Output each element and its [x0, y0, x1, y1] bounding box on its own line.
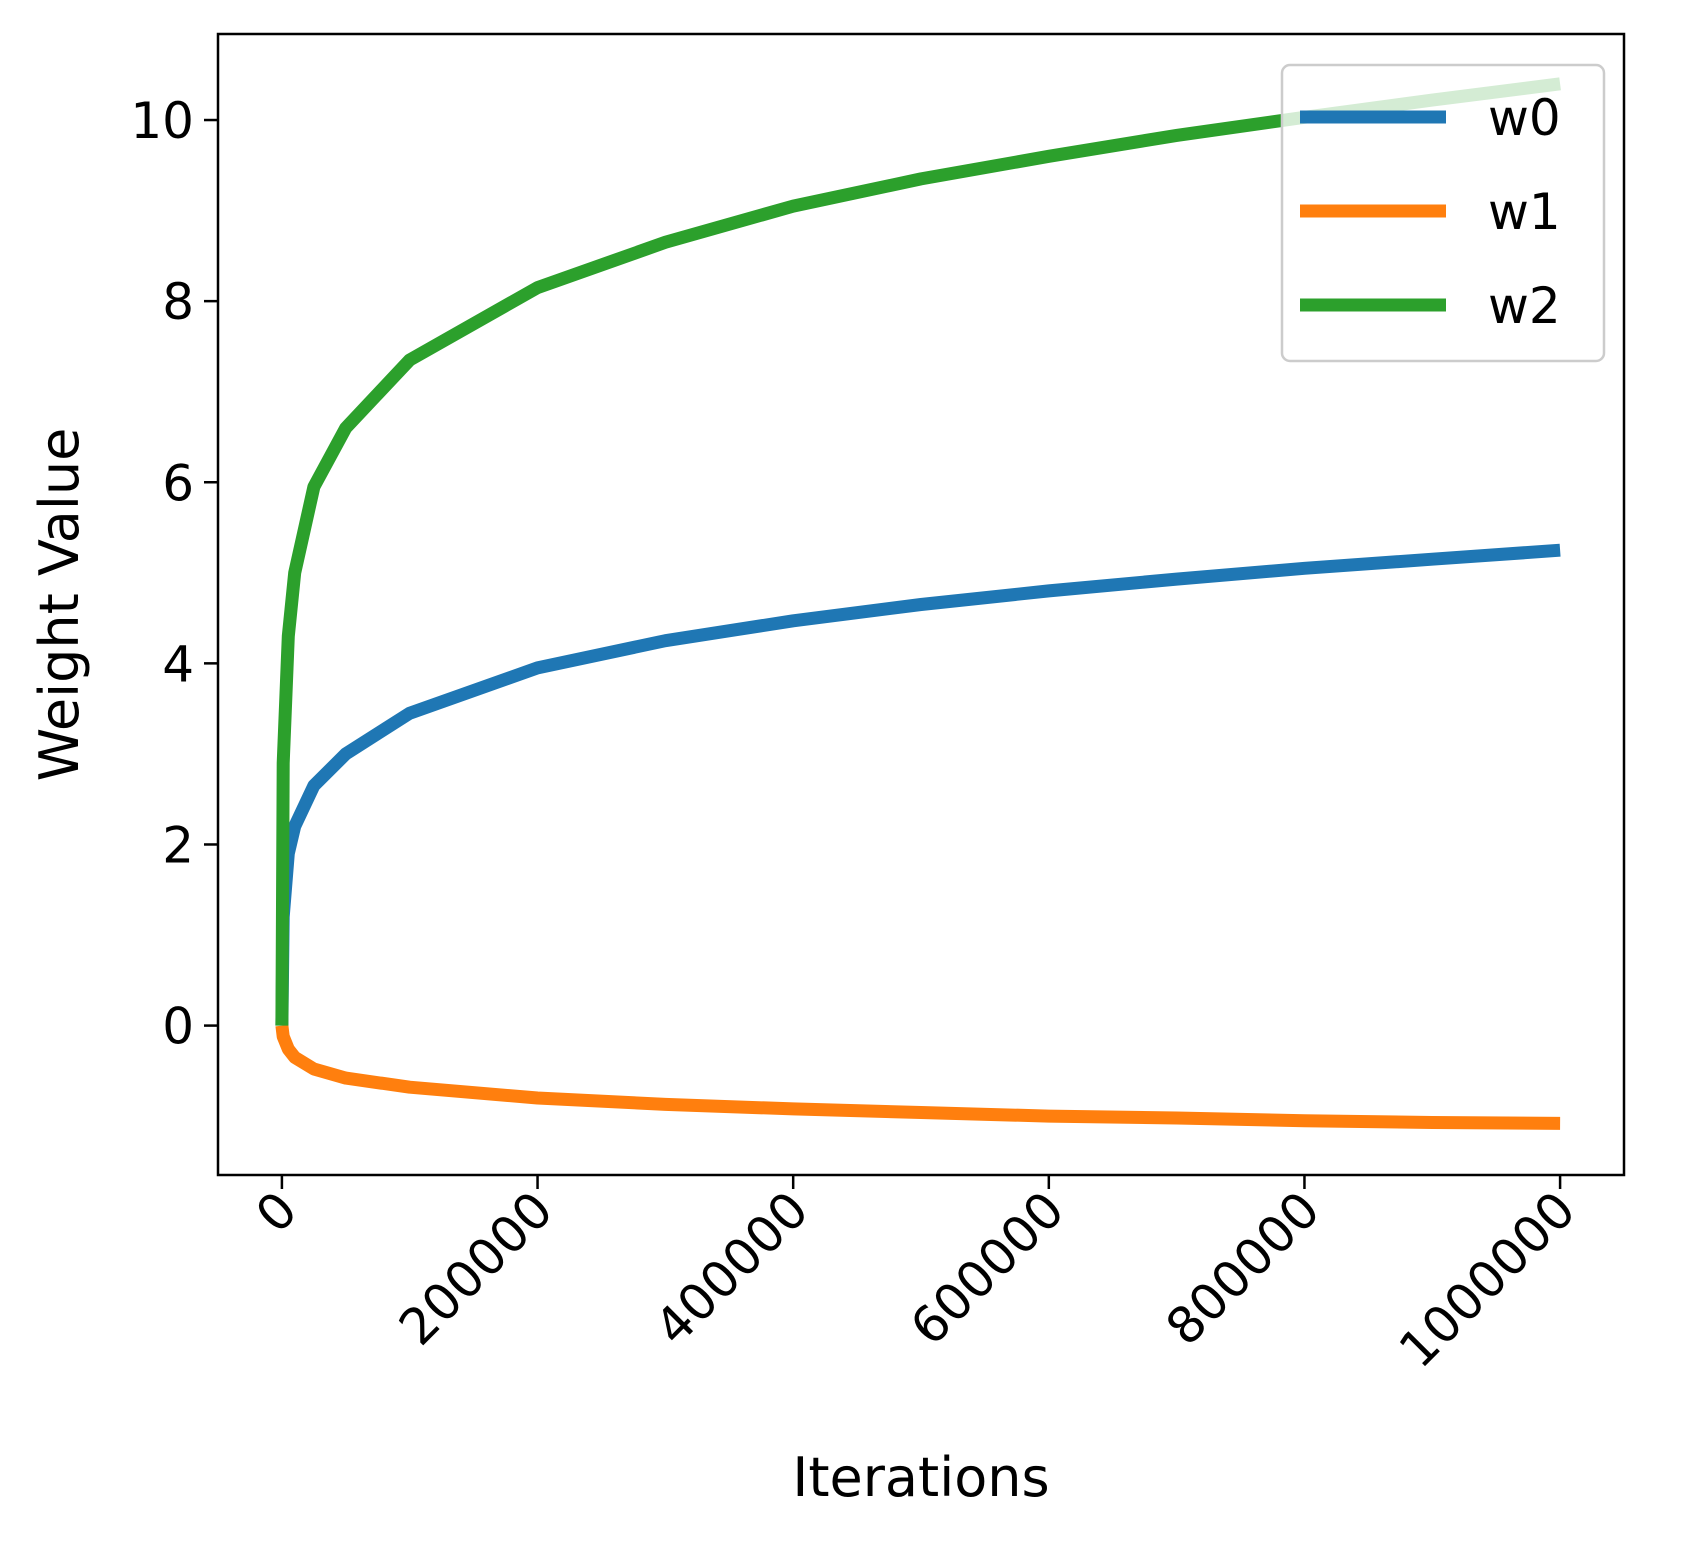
- x-tick-label: 0: [245, 1180, 309, 1244]
- x-tick-label: 400000: [644, 1180, 820, 1356]
- x-tick-label: 600000: [899, 1180, 1075, 1356]
- legend-label-w0: w0: [1488, 89, 1561, 147]
- legend: w0 w1 w2: [1280, 63, 1606, 363]
- y-axis-label: Weight Value: [28, 428, 91, 782]
- series-line-w0: [275, 543, 1561, 1026]
- x-axis: 0 200000 400000 600000 800000 1000000: [245, 1175, 1587, 1379]
- x-tick-label: 200000: [388, 1180, 564, 1356]
- y-tick-label: 0: [162, 998, 194, 1056]
- x-axis-label: Iterations: [792, 1446, 1049, 1509]
- x-tick-label: 1000000: [1388, 1180, 1586, 1378]
- plot-frame: [216, 32, 1626, 1177]
- y-tick-label: 8: [162, 273, 194, 331]
- x-tick-label: 800000: [1155, 1180, 1331, 1356]
- y-tick-label: 10: [130, 92, 194, 150]
- legend-label-w1: w1: [1488, 183, 1561, 241]
- series-line-w1: [275, 1024, 1561, 1130]
- series-layer: [275, 77, 1561, 1130]
- series-line-w2: [275, 77, 1561, 1026]
- y-tick-label: 2: [162, 816, 194, 874]
- y-tick-label: 4: [162, 635, 194, 693]
- y-tick-label: 6: [162, 454, 194, 512]
- y-axis: 0 2 4 6 8 10: [130, 92, 218, 1056]
- legend-label-w2: w2: [1488, 277, 1561, 335]
